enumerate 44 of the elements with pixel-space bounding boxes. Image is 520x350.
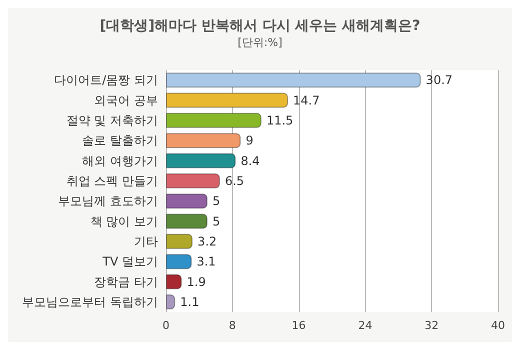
data-label: 30.7 xyxy=(426,73,453,88)
bar xyxy=(166,112,262,128)
data-label: 3.2 xyxy=(198,234,217,248)
x-tick-label: 16 xyxy=(292,319,306,332)
bar xyxy=(166,92,288,108)
data-label: 11.5 xyxy=(266,113,294,128)
y-tick-label: 책 많이 보기 xyxy=(90,214,158,228)
y-tick-label: 기타 xyxy=(134,234,158,248)
data-label: 8.4 xyxy=(240,154,260,168)
y-tick-label: 취업 스펙 만들기 xyxy=(66,174,158,188)
y-tick-label: 솔로 탈출하기 xyxy=(82,134,158,148)
data-label: 1.9 xyxy=(186,274,206,289)
data-label: 5 xyxy=(212,214,220,228)
data-label: 6.5 xyxy=(224,174,244,188)
bar xyxy=(166,234,193,249)
x-tick-label: 24 xyxy=(358,319,372,332)
y-tick-label: 해외 여행가기 xyxy=(82,154,158,168)
x-tick-label: 8 xyxy=(228,319,236,332)
bar xyxy=(166,133,241,148)
y-tick-label: 절약 및 저축하기 xyxy=(66,113,158,128)
x-tick-label: 40 xyxy=(491,319,505,332)
data-label: 5 xyxy=(212,194,220,208)
bar xyxy=(166,194,208,209)
y-tick-label: 부모님으로부터 독립하기 xyxy=(22,294,158,309)
data-label: 9 xyxy=(246,134,254,148)
data-label: 14.7 xyxy=(293,93,320,108)
y-tick-label: 외국어 공부 xyxy=(94,93,158,108)
x-tick-label: 32 xyxy=(424,319,439,332)
chart-subtitle: [단위:%] xyxy=(238,36,282,49)
data-label: 3.1 xyxy=(196,254,216,269)
bar xyxy=(166,153,236,168)
y-tick-label: 부모님께 효도하기 xyxy=(58,194,158,208)
bar xyxy=(166,72,421,88)
y-tick-label: 다이어트/몸짱 되기 xyxy=(54,73,158,88)
bar xyxy=(166,274,182,290)
data-label: 1.1 xyxy=(180,294,200,309)
y-tick-label: 장학금 타기 xyxy=(94,274,158,289)
x-tick-label: 0 xyxy=(162,319,170,332)
bar xyxy=(166,254,192,270)
bar xyxy=(166,214,208,229)
bar xyxy=(166,294,176,310)
y-tick-label: TV 덜보기 xyxy=(102,254,158,269)
chart-title: [대학생]해마다 반복해서 다시 세우는 새해계획은? xyxy=(100,18,420,34)
bar xyxy=(166,173,220,188)
